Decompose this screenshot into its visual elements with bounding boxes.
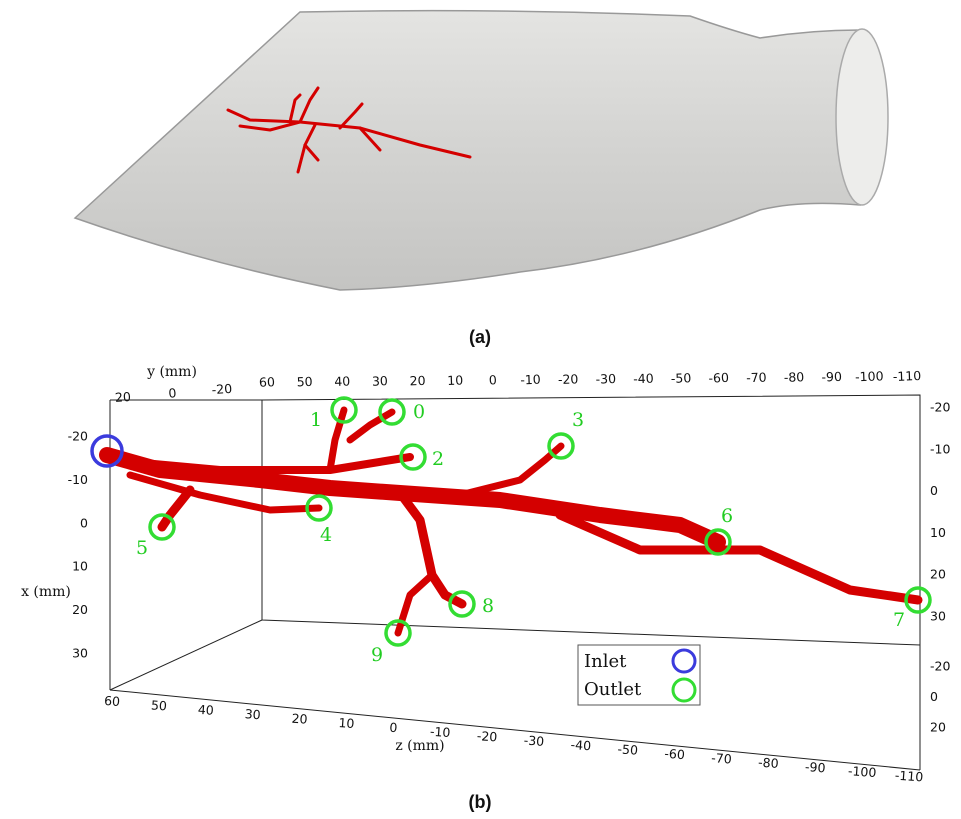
axis-label: x (mm) (21, 584, 71, 600)
tick-label: 50 (150, 697, 167, 713)
tick-label: 30 (72, 646, 88, 661)
outlet-label: 7 (893, 609, 905, 631)
tick-label: 0 (930, 483, 938, 498)
bounding-box (110, 395, 920, 770)
axis-label: y (mm) (146, 364, 197, 380)
outlet-label: 0 (413, 401, 425, 423)
tick-label: 30 (930, 609, 946, 624)
tick-label: -100 (855, 368, 884, 384)
tick-label: 0 (168, 385, 177, 401)
outlet-label: 5 (136, 537, 148, 559)
panel-label: (b) (469, 792, 492, 812)
tick-label: -110 (893, 368, 922, 384)
tick-label: -40 (633, 371, 654, 387)
tick-label: -20 (68, 429, 88, 444)
tick-label: 10 (338, 715, 355, 731)
vascular-tree (107, 410, 918, 633)
tick-label: -60 (708, 370, 729, 386)
tick-label: -10 (930, 441, 950, 456)
figure: (a) 0 1 2 3 4 5 6 7 8 9 20 0 -20 60 50 40 30 20 10 0 -10 -20… (0, 0, 961, 819)
tick-label: -50 (617, 741, 638, 757)
tick-label: 20 (930, 567, 946, 582)
outlet-label: 6 (721, 505, 733, 527)
tick-label: 60 (104, 693, 121, 709)
tick-label: 20 (409, 373, 425, 389)
tick-label: 20 (114, 389, 131, 405)
legend: Inlet Outlet (578, 645, 700, 705)
outlet-label: 3 (572, 409, 584, 431)
tick-label: -20 (558, 371, 579, 387)
tick-label: 10 (447, 372, 463, 388)
tick-label: -30 (595, 371, 616, 387)
tick-label: 20 (72, 602, 88, 617)
tick-label: -60 (664, 746, 685, 762)
tick-label: 40 (197, 702, 214, 718)
legend-label: Outlet (584, 679, 642, 700)
tick-label: 20 (291, 711, 308, 727)
tick-label: -20 (211, 381, 232, 397)
tick-label: 0 (80, 515, 88, 530)
tick-label: 20 (930, 720, 946, 735)
tick-label: -90 (805, 759, 826, 775)
outlet-label: 8 (482, 595, 494, 617)
tick-label: 30 (372, 373, 388, 389)
tick-label: -20 (930, 400, 950, 415)
tick-label: -100 (848, 763, 877, 780)
tick-label: 0 (389, 720, 398, 736)
tick-label: 10 (930, 525, 946, 540)
legend-label: Inlet (584, 651, 627, 672)
tick-label: -40 (570, 737, 591, 753)
tick-label: -10 (520, 372, 541, 388)
tick-label: 10 (72, 559, 88, 574)
outlet-label: 9 (371, 644, 383, 666)
outlet-label: 4 (320, 524, 332, 546)
tick-label: 50 (296, 374, 312, 390)
tick-label: -80 (758, 755, 779, 771)
tick-label: -90 (821, 369, 842, 385)
tissue-render (75, 11, 888, 290)
outlet-label: 2 (432, 448, 444, 470)
axis-label: z (mm) (395, 738, 444, 754)
tick-label: -10 (68, 472, 88, 487)
tick-label: 40 (334, 374, 350, 390)
outlet-label: 1 (310, 409, 322, 431)
tick-label: -30 (523, 733, 544, 749)
tick-label: 30 (244, 706, 261, 722)
tick-label: 0 (489, 372, 498, 387)
tick-label: 0 (930, 689, 938, 704)
panel-label: (a) (469, 327, 491, 347)
tick-label: -20 (476, 728, 497, 744)
tick-label: -50 (671, 370, 692, 386)
tick-label: -80 (784, 369, 805, 385)
tick-label: -70 (711, 750, 732, 766)
tick-label: 60 (259, 374, 275, 390)
tick-label: -70 (746, 370, 767, 386)
tick-label: -110 (894, 768, 923, 785)
tick-label: -20 (930, 659, 950, 674)
